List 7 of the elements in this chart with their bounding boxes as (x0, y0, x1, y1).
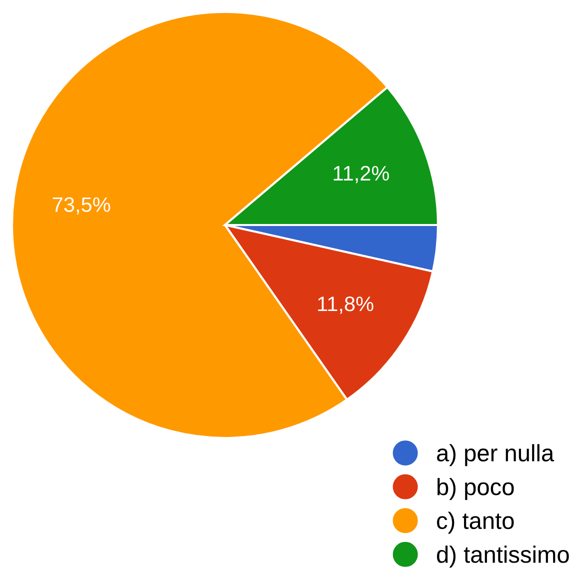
data-label: 11,2% (334, 166, 389, 184)
legend-label: a) per nulla (437, 444, 554, 466)
legend-label: b) poco (438, 478, 514, 500)
data-label: 11,8% (318, 296, 374, 314)
legend-label: c) tanto (437, 512, 514, 534)
legend-label: d) tantissimo (436, 546, 569, 568)
data-label: 73,5% (52, 197, 110, 214)
